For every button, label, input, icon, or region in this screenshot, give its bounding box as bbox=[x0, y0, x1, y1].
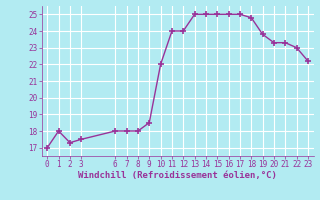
X-axis label: Windchill (Refroidissement éolien,°C): Windchill (Refroidissement éolien,°C) bbox=[78, 171, 277, 180]
